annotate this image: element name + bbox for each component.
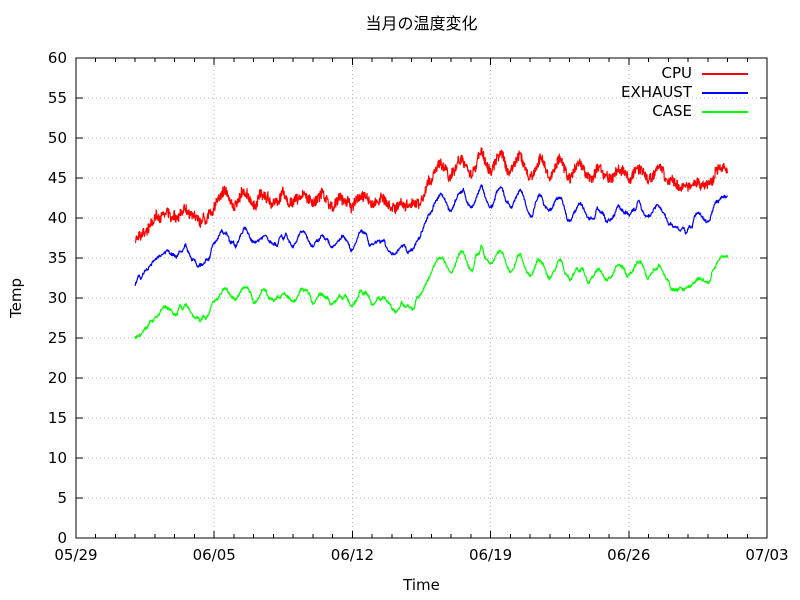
legend-line-case [702, 110, 748, 113]
y-tick-label: 15 [48, 409, 67, 427]
y-tick-label: 30 [48, 289, 67, 307]
legend-line-exhaust [702, 91, 748, 94]
x-tick-label: 06/19 [469, 546, 512, 564]
y-axis-title: Temp [7, 278, 25, 318]
y-tick-label: 45 [48, 169, 67, 187]
y-tick-label: 10 [48, 449, 67, 467]
legend-item-cpu: CPU [661, 64, 748, 83]
legend-label-case: CASE [652, 102, 692, 120]
plot-border [75, 57, 768, 539]
series-line-cpu [134, 147, 729, 244]
x-tick-label: 07/03 [745, 546, 788, 564]
y-tick-label: 55 [48, 89, 67, 107]
series-line-case [134, 244, 729, 340]
y-tick-label: 20 [48, 369, 67, 387]
x-axis-title: Time [403, 576, 440, 594]
x-tick-label: 05/29 [54, 546, 97, 564]
y-tick-label: 50 [48, 129, 67, 147]
x-tick-label: 06/05 [193, 546, 236, 564]
y-tick-label: 5 [57, 489, 67, 507]
series-line-exhaust [134, 184, 729, 286]
y-tick-label: 35 [48, 249, 67, 267]
y-tick-label: 0 [57, 529, 67, 547]
y-tick-label: 60 [48, 49, 67, 67]
y-tick-label: 25 [48, 329, 67, 347]
legend-line-cpu [702, 72, 748, 75]
x-tick-label: 06/12 [331, 546, 374, 564]
legend-label-exhaust: EXHAUST [621, 83, 692, 101]
x-tick-label: 06/26 [607, 546, 650, 564]
legend-item-case: CASE [652, 102, 748, 121]
y-tick-label: 40 [48, 209, 67, 227]
legend-label-cpu: CPU [661, 64, 693, 82]
legend-item-exhaust: EXHAUST [621, 83, 748, 102]
chart-title: 当月の温度変化 [365, 14, 478, 33]
legend: CPU EXHAUST CASE [621, 64, 748, 121]
